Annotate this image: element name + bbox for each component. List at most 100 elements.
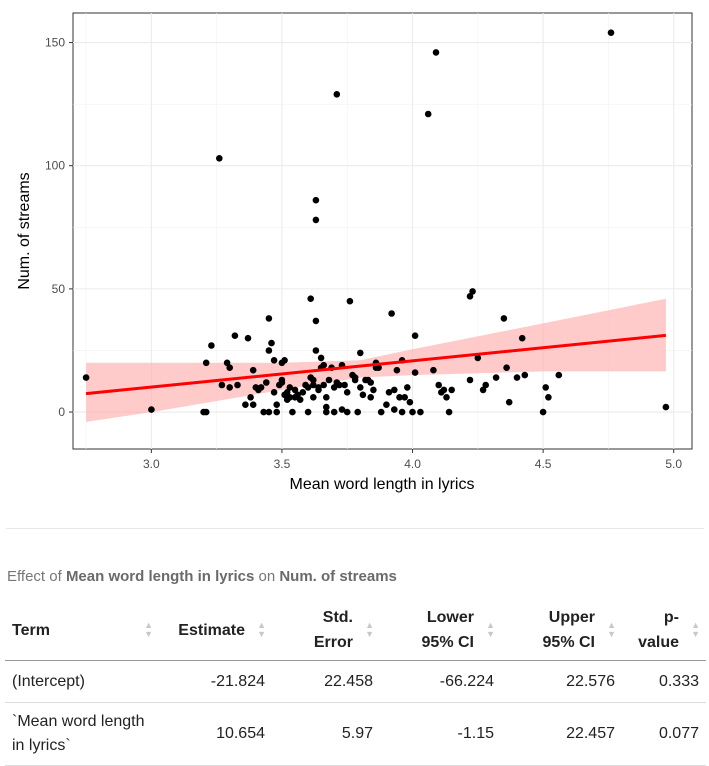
data-point	[469, 288, 476, 295]
data-point	[492, 374, 500, 381]
data-point	[247, 394, 254, 401]
caption-prefix: Effect of	[7, 568, 62, 585]
data-point	[338, 406, 346, 413]
data-point	[343, 408, 351, 416]
data-point	[148, 406, 155, 413]
data-point	[283, 389, 291, 396]
data-point	[445, 408, 453, 416]
table-body: (Intercept) -21.824 22.458 -66.224 22.576 0.3…	[5, 660, 706, 766]
data-point	[377, 408, 385, 416]
data-point	[320, 361, 328, 369]
data-point	[263, 379, 270, 386]
data-point	[336, 381, 343, 389]
data-point	[299, 389, 307, 396]
sort-arrows-icon[interactable]: ▲ ▼	[486, 620, 495, 639]
data-point	[479, 386, 487, 394]
data-point	[244, 334, 252, 342]
data-point	[216, 155, 223, 162]
data-point	[440, 386, 448, 394]
divider	[6, 528, 704, 529]
data-point	[500, 315, 508, 322]
data-point	[270, 357, 278, 364]
data-point	[354, 408, 362, 416]
data-point	[307, 295, 315, 303]
data-point	[289, 408, 296, 416]
data-point	[265, 315, 273, 322]
data-point	[383, 401, 390, 409]
data-point	[448, 386, 456, 394]
data-point	[315, 384, 322, 391]
data-point	[503, 364, 510, 372]
data-point	[312, 347, 320, 354]
data-point	[333, 91, 341, 98]
sort-arrows-icon[interactable]: ▲ ▼	[691, 620, 700, 639]
data-point	[330, 384, 338, 391]
scatter-plot: 3.0 3.5 4.0 4.5 5.0 0 50 100 150 Mean word leng…	[16, 12, 693, 493]
table-cell: 0.333	[622, 660, 706, 703]
data-point	[281, 357, 288, 364]
sort-arrows-icon[interactable]: ▲ ▼	[607, 620, 616, 639]
sort-arrows-icon[interactable]: ▲ ▼	[365, 620, 374, 639]
table-cell: `Mean word length in lyrics`	[5, 702, 159, 766]
table-cell: -21.824	[159, 660, 272, 703]
data-point	[367, 379, 375, 386]
data-point	[323, 403, 330, 411]
data-point	[409, 408, 416, 416]
data-point	[357, 384, 364, 391]
data-point	[218, 381, 226, 389]
data-point	[312, 216, 320, 224]
column-header-label: Lower 95% CI	[421, 609, 474, 651]
column-header[interactable]: p-value ▲ ▼	[622, 600, 706, 661]
data-point	[391, 406, 398, 413]
sort-arrows-icon[interactable]: ▲ ▼	[257, 620, 266, 639]
data-point	[357, 349, 364, 357]
x-axis-ticks: 3.0 3.5 4.0 4.5 5.0	[143, 449, 682, 471]
column-header[interactable]: Term ▲ ▼	[5, 600, 159, 661]
data-point	[257, 384, 265, 391]
data-point	[310, 394, 317, 401]
x-tick-label: 4.0	[404, 457, 421, 471]
sort-arrows-icon[interactable]: ▲ ▼	[144, 620, 153, 639]
data-point	[432, 49, 440, 56]
y-tick-label: 0	[58, 405, 65, 419]
caption-mid: on	[258, 568, 276, 585]
table-caption: Effect of Mean word length in lyrics on …	[7, 568, 397, 585]
data-point	[312, 196, 320, 204]
column-header[interactable]: Upper 95% CI ▲ ▼	[501, 600, 622, 661]
data-point	[411, 332, 419, 340]
data-point	[82, 374, 90, 381]
data-point	[396, 394, 403, 401]
data-point	[231, 332, 239, 340]
data-point	[268, 339, 275, 347]
table-header-row: Term ▲ ▼ Estimate ▲ ▼ Std. Error ▲ ▼ Lower 95% CI ▲ ▼…	[5, 600, 706, 661]
regression-line	[85, 333, 667, 396]
data-point	[341, 381, 348, 389]
data-point	[249, 401, 257, 409]
data-point	[202, 359, 210, 367]
column-header[interactable]: Estimate ▲ ▼	[159, 600, 272, 661]
data-point	[435, 381, 443, 389]
data-point	[513, 374, 521, 381]
table-cell: 10.654	[159, 702, 272, 766]
column-header[interactable]: Std. Error ▲ ▼	[272, 600, 380, 661]
data-point	[401, 394, 409, 401]
data-point	[505, 398, 513, 406]
column-header[interactable]: Lower 95% CI ▲ ▼	[380, 600, 501, 661]
column-header-label: Term	[12, 621, 50, 639]
data-point	[323, 394, 330, 401]
data-point	[542, 384, 549, 391]
table-row: `Mean word length in lyrics` 10.654 5.97 -1.…	[5, 702, 706, 766]
data-point	[330, 408, 338, 416]
data-point	[242, 401, 249, 409]
data-point	[325, 376, 333, 384]
data-point	[545, 394, 552, 401]
data-point	[518, 334, 526, 342]
data-point	[273, 401, 281, 409]
data-point	[411, 369, 419, 376]
data-point	[278, 376, 286, 384]
data-point	[323, 408, 330, 416]
data-point	[226, 364, 233, 372]
data-point	[607, 29, 615, 36]
data-point	[304, 408, 312, 416]
table-cell: -1.15	[380, 702, 501, 766]
